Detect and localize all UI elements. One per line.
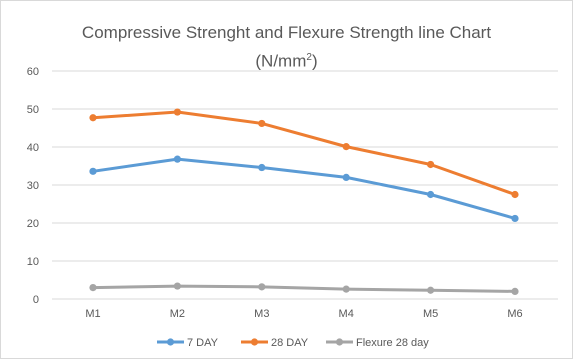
data-point — [342, 285, 350, 293]
x-tick-label: M3 — [254, 308, 269, 320]
series-line — [91, 110, 517, 196]
data-point — [342, 143, 350, 151]
data-point — [173, 155, 181, 163]
data-point — [258, 283, 266, 291]
data-point — [427, 190, 435, 199]
chart-title-line1: Compressive Strenght and Flexure Strengt… — [81, 23, 492, 42]
chart-title: Compressive Strenght and Flexure Strengt… — [0, 20, 573, 74]
data-point — [258, 119, 266, 128]
data-point — [511, 214, 519, 223]
data-point — [258, 163, 266, 172]
data-point — [342, 173, 350, 181]
data-point — [173, 282, 181, 290]
chart-title-line2: (N/mm2) — [0, 45, 573, 74]
legend-label: 7 DAY — [187, 337, 219, 349]
chart-title-unit: (N/mm — [255, 51, 307, 71]
y-tick-label: 40 — [27, 142, 39, 154]
data-point — [89, 114, 97, 122]
legend-label: 28 DAY — [271, 337, 309, 349]
gridlines — [52, 70, 558, 300]
x-tick-label: M4 — [339, 308, 354, 320]
data-point — [427, 160, 435, 169]
data-point — [427, 286, 435, 294]
x-tick-label: M5 — [423, 308, 438, 320]
y-tick-label: 50 — [27, 104, 39, 116]
series-line — [91, 157, 517, 220]
data-point — [89, 284, 97, 292]
y-axis-labels: 0 10 20 30 40 50 60 — [27, 66, 39, 306]
legend-swatch-marker — [250, 338, 259, 346]
data-point — [511, 190, 519, 199]
x-tick-label: M2 — [170, 308, 185, 320]
y-tick-label: 60 — [27, 66, 39, 78]
y-tick-label: 10 — [27, 256, 39, 268]
series-lines — [89, 108, 519, 295]
y-tick-label: 0 — [33, 294, 39, 306]
chart-title-unit-close: ) — [311, 51, 318, 71]
x-axis-labels: M1 M2 M3 M4 M5 M6 — [85, 308, 522, 320]
legend-swatch-marker — [166, 338, 175, 346]
x-tick-label: M6 — [507, 308, 522, 320]
series-line — [91, 284, 517, 293]
legend-swatch-marker — [335, 338, 344, 346]
y-tick-label: 30 — [27, 180, 39, 192]
legend: 7 DAY 28 DAY Flexure 28 day — [157, 337, 429, 349]
data-point — [89, 167, 97, 175]
chart-title-unit-superscript: 2 — [306, 52, 312, 63]
legend-label: Flexure 28 day — [356, 337, 429, 349]
data-point — [511, 287, 519, 295]
data-point — [173, 108, 181, 116]
y-tick-label: 20 — [27, 218, 39, 230]
x-tick-label: M1 — [85, 308, 100, 320]
